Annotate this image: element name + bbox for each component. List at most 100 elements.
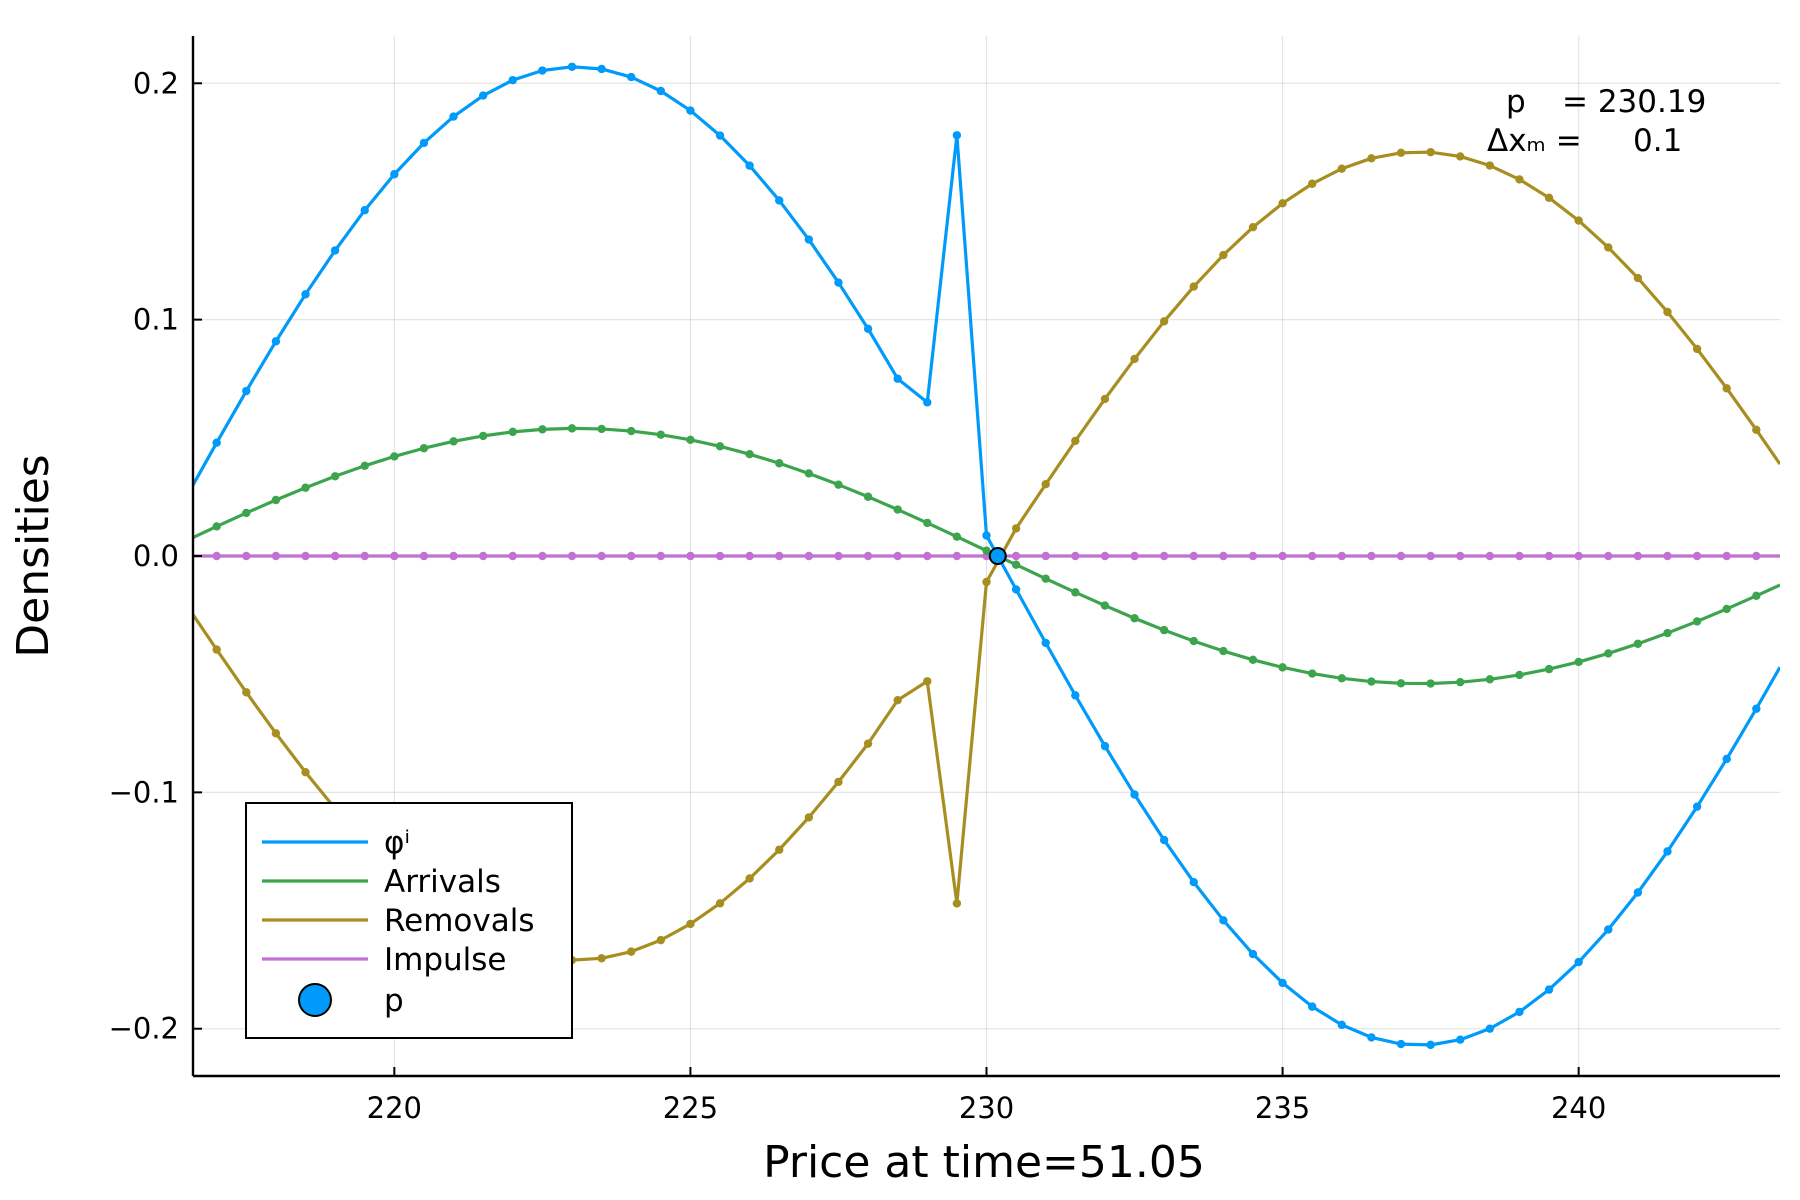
x-tick-label: 230 bbox=[959, 1091, 1014, 1125]
data-point bbox=[242, 688, 251, 697]
data-point bbox=[1367, 677, 1376, 686]
data-point bbox=[982, 577, 991, 587]
data-point bbox=[775, 551, 784, 561]
data-point bbox=[686, 106, 695, 115]
legend: φⁱ Arrivals Removals Impulse p bbox=[245, 802, 573, 1039]
data-point bbox=[271, 551, 281, 561]
data-point bbox=[508, 551, 517, 561]
data-point bbox=[982, 546, 991, 555]
data-point bbox=[1426, 147, 1435, 157]
data-point bbox=[1219, 646, 1228, 656]
data-point bbox=[1426, 679, 1435, 688]
data-point bbox=[538, 66, 547, 75]
data-point bbox=[1633, 888, 1643, 897]
data-point bbox=[952, 899, 962, 908]
data-point bbox=[1159, 551, 1169, 561]
data-point bbox=[1663, 628, 1672, 638]
data-point bbox=[212, 522, 221, 531]
legend-label-impulse: Impulse bbox=[384, 942, 507, 978]
data-point bbox=[1041, 480, 1050, 489]
y-tick-label: 0.1 bbox=[133, 303, 179, 337]
data-point bbox=[1722, 754, 1731, 764]
data-point bbox=[212, 551, 221, 561]
y-axis-label: Densities bbox=[8, 454, 59, 657]
data-point bbox=[686, 551, 695, 561]
data-point bbox=[1071, 551, 1080, 561]
data-point bbox=[1633, 639, 1643, 648]
data-point bbox=[745, 551, 754, 561]
data-point bbox=[1485, 1024, 1495, 1033]
data-point bbox=[449, 551, 458, 561]
x-tick-label: 235 bbox=[1255, 1091, 1310, 1125]
data-point bbox=[478, 91, 488, 100]
data-point bbox=[952, 131, 962, 140]
data-point bbox=[952, 551, 962, 561]
data-point bbox=[1100, 601, 1110, 610]
data-point bbox=[1426, 551, 1435, 561]
data-point bbox=[538, 551, 547, 561]
data-point bbox=[1396, 551, 1406, 561]
data-point bbox=[1456, 1035, 1465, 1044]
data-point bbox=[360, 461, 369, 470]
data-point bbox=[1604, 925, 1613, 934]
data-point bbox=[1307, 551, 1317, 561]
series-φⁱ bbox=[193, 62, 1780, 1050]
data-point bbox=[1307, 179, 1317, 188]
data-point bbox=[686, 435, 695, 444]
data-point bbox=[745, 449, 754, 459]
data-point bbox=[1130, 614, 1139, 623]
data-point bbox=[1189, 551, 1198, 561]
data-point bbox=[1219, 916, 1228, 925]
data-point bbox=[1574, 657, 1583, 667]
data-point bbox=[1604, 243, 1613, 252]
data-point bbox=[1515, 175, 1524, 184]
data-point bbox=[1456, 677, 1465, 687]
data-point bbox=[1426, 1040, 1435, 1050]
data-point bbox=[1367, 551, 1376, 561]
data-point bbox=[686, 919, 695, 929]
y-tick-label: 0.2 bbox=[133, 66, 179, 100]
data-point bbox=[1367, 154, 1376, 163]
data-point bbox=[627, 551, 636, 561]
data-point bbox=[390, 452, 399, 461]
data-point bbox=[567, 551, 577, 561]
data-point bbox=[1041, 574, 1050, 583]
data-point bbox=[301, 551, 310, 561]
data-point bbox=[834, 551, 843, 561]
data-point bbox=[775, 459, 784, 468]
data-point bbox=[627, 72, 636, 82]
data-point bbox=[1100, 551, 1110, 561]
data-point bbox=[1307, 1002, 1317, 1011]
data-point bbox=[1337, 551, 1347, 561]
data-point bbox=[1485, 551, 1495, 561]
data-point bbox=[1633, 551, 1643, 561]
data-point bbox=[923, 677, 932, 686]
x-tick-label: 220 bbox=[367, 1091, 422, 1125]
data-point bbox=[1544, 664, 1554, 674]
data-point bbox=[923, 551, 932, 561]
y-tick-label: −0.1 bbox=[109, 775, 179, 809]
data-point bbox=[715, 131, 725, 140]
data-point bbox=[1752, 425, 1761, 435]
series-Impulse bbox=[193, 551, 1780, 561]
data-point bbox=[1189, 636, 1198, 646]
data-point bbox=[1633, 273, 1643, 283]
data-point bbox=[478, 551, 488, 561]
data-point bbox=[1159, 625, 1169, 635]
data-point bbox=[419, 551, 429, 561]
data-point bbox=[1752, 591, 1761, 601]
data-point bbox=[1189, 877, 1198, 887]
data-point bbox=[242, 551, 251, 561]
data-point bbox=[1130, 551, 1139, 561]
data-point bbox=[745, 874, 754, 883]
data-point bbox=[1337, 164, 1347, 173]
data-point bbox=[449, 112, 458, 121]
data-point bbox=[1278, 663, 1287, 672]
data-point bbox=[1456, 551, 1465, 561]
data-point bbox=[893, 505, 902, 514]
data-point bbox=[1574, 216, 1583, 225]
data-point bbox=[715, 442, 725, 451]
data-point bbox=[301, 483, 310, 492]
annotation-p-label: p bbox=[1506, 84, 1526, 120]
